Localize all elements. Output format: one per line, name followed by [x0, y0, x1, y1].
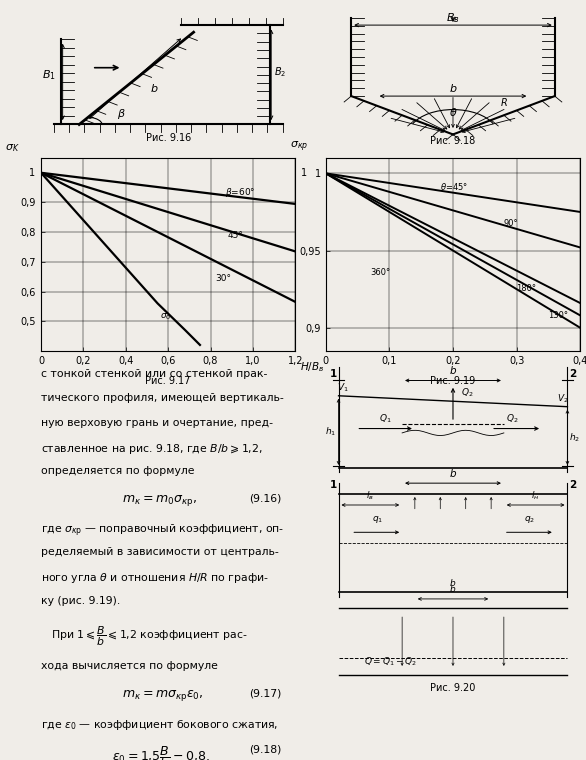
Text: $b$: $b$: [150, 82, 158, 94]
Text: $\theta$=45°: $\theta$=45°: [440, 182, 468, 192]
Text: 130°: 130°: [548, 312, 568, 321]
Text: $\sigma_{кр}$: $\sigma_{кр}$: [290, 140, 309, 154]
Text: $V_2$: $V_2$: [557, 392, 569, 405]
Text: с тонкой стенкой или со стенкой прак-: с тонкой стенкой или со стенкой прак-: [41, 369, 267, 379]
Text: $Q=Q_1-Q_2$: $Q=Q_1-Q_2$: [364, 655, 417, 668]
Text: $\theta$: $\theta$: [449, 106, 457, 118]
Text: определяется по формуле: определяется по формуле: [41, 467, 195, 477]
Text: $b$: $b$: [449, 584, 456, 594]
Text: ставленное на рис. 9.18, где $B/b \geqslant 1{,}2$,: ставленное на рис. 9.18, где $B/b \geqsl…: [41, 442, 263, 456]
Text: тического профиля, имеющей вертикаль-: тического профиля, имеющей вертикаль-: [41, 393, 284, 404]
Text: (9.18): (9.18): [250, 744, 282, 755]
Text: $R$: $R$: [500, 96, 508, 108]
Text: $h_2$: $h_2$: [570, 431, 581, 444]
Text: $\beta$=60°: $\beta$=60°: [226, 186, 255, 199]
Text: 90°: 90°: [504, 219, 519, 228]
Text: $B_2$: $B_2$: [274, 65, 286, 79]
Text: $h_1$: $h_1$: [325, 426, 336, 438]
Text: $\sigma_0$: $\sigma_0$: [160, 312, 171, 321]
Text: $l_в$: $l_в$: [366, 489, 374, 502]
Text: $b$: $b$: [449, 467, 457, 479]
Text: $m_\kappa = m_0\sigma_{\kappa\text{р}},$: $m_\kappa = m_0\sigma_{\kappa\text{р}},$: [122, 493, 197, 508]
Text: ного угла $\theta$ и отношения $H/R$ по графи-: ного угла $\theta$ и отношения $H/R$ по …: [41, 572, 269, 585]
Text: (9.17): (9.17): [250, 689, 282, 698]
Text: $Q_1$: $Q_1$: [379, 413, 392, 426]
Text: ределяемый в зависимости от централь-: ределяемый в зависимости от централь-: [41, 547, 279, 557]
Text: 2: 2: [569, 480, 576, 490]
Text: Рис. 9.19: Рис. 9.19: [430, 375, 476, 385]
Text: $Q_2$: $Q_2$: [461, 387, 473, 399]
Text: 1: 1: [330, 369, 337, 379]
Text: Рис. 9.16: Рис. 9.16: [145, 133, 191, 143]
Text: ку (рис. 9.19).: ку (рис. 9.19).: [41, 596, 120, 606]
Text: $V_1$: $V_1$: [338, 382, 349, 394]
Text: Рис. 9.17: Рис. 9.17: [145, 375, 191, 385]
Text: где $\sigma_{\kappa\text{р}}$ — поправочный коэффициент, оп-: где $\sigma_{\kappa\text{р}}$ — поправоч…: [41, 522, 284, 539]
Text: $B_1$: $B_1$: [42, 68, 56, 81]
Text: $q_2$: $q_2$: [524, 515, 536, 525]
Text: Рис. 9.18: Рис. 9.18: [430, 136, 476, 146]
Text: (9.16): (9.16): [250, 493, 282, 503]
Text: 1: 1: [29, 168, 35, 178]
Text: $\varepsilon_0 = 1{,}5\dfrac{B}{b} - 0{,}8.$: $\varepsilon_0 = 1{,}5\dfrac{B}{b} - 0{,…: [113, 744, 210, 760]
Text: $m_\kappa = m\sigma_{\kappa\text{р}}\varepsilon_0,$: $m_\kappa = m\sigma_{\kappa\text{р}}\var…: [122, 689, 204, 703]
Text: 1: 1: [330, 480, 337, 490]
Text: $b$: $b$: [449, 364, 457, 376]
Text: где $\varepsilon_0$ — коэффициент бокового сжатия,: где $\varepsilon_0$ — коэффициент боково…: [41, 717, 278, 732]
Text: $\beta$: $\beta$: [117, 107, 126, 122]
Text: $l_н$: $l_н$: [532, 489, 540, 502]
Text: $Q_2$: $Q_2$: [506, 413, 519, 426]
Text: $\sigma_K$: $\sigma_K$: [5, 142, 20, 154]
Text: $b$: $b$: [449, 577, 456, 587]
Text: $q_1$: $q_1$: [372, 515, 383, 525]
Text: 2: 2: [569, 369, 576, 379]
Text: 30°: 30°: [215, 274, 231, 283]
Text: $H/R$: $H/R$: [585, 360, 586, 373]
Text: 360°: 360°: [370, 268, 390, 277]
Text: $b$: $b$: [449, 82, 457, 93]
Text: При $1 \leqslant \dfrac{B}{b} \leqslant 1{,}2$ коэффициент рас-: При $1 \leqslant \dfrac{B}{b} \leqslant …: [51, 625, 248, 648]
Text: 45°: 45°: [227, 231, 243, 240]
Text: Рис. 9.20: Рис. 9.20: [430, 682, 476, 692]
Text: 1: 1: [301, 169, 306, 179]
Text: хода вычисляется по формуле: хода вычисляется по формуле: [41, 661, 218, 671]
Text: $H/B_в$: $H/B_в$: [301, 360, 325, 375]
Text: ную верховую грань и очертание, пред-: ную верховую грань и очертание, пред-: [41, 418, 273, 428]
Text: $B_в$: $B_в$: [446, 11, 460, 24]
Text: 180°: 180°: [517, 283, 537, 293]
